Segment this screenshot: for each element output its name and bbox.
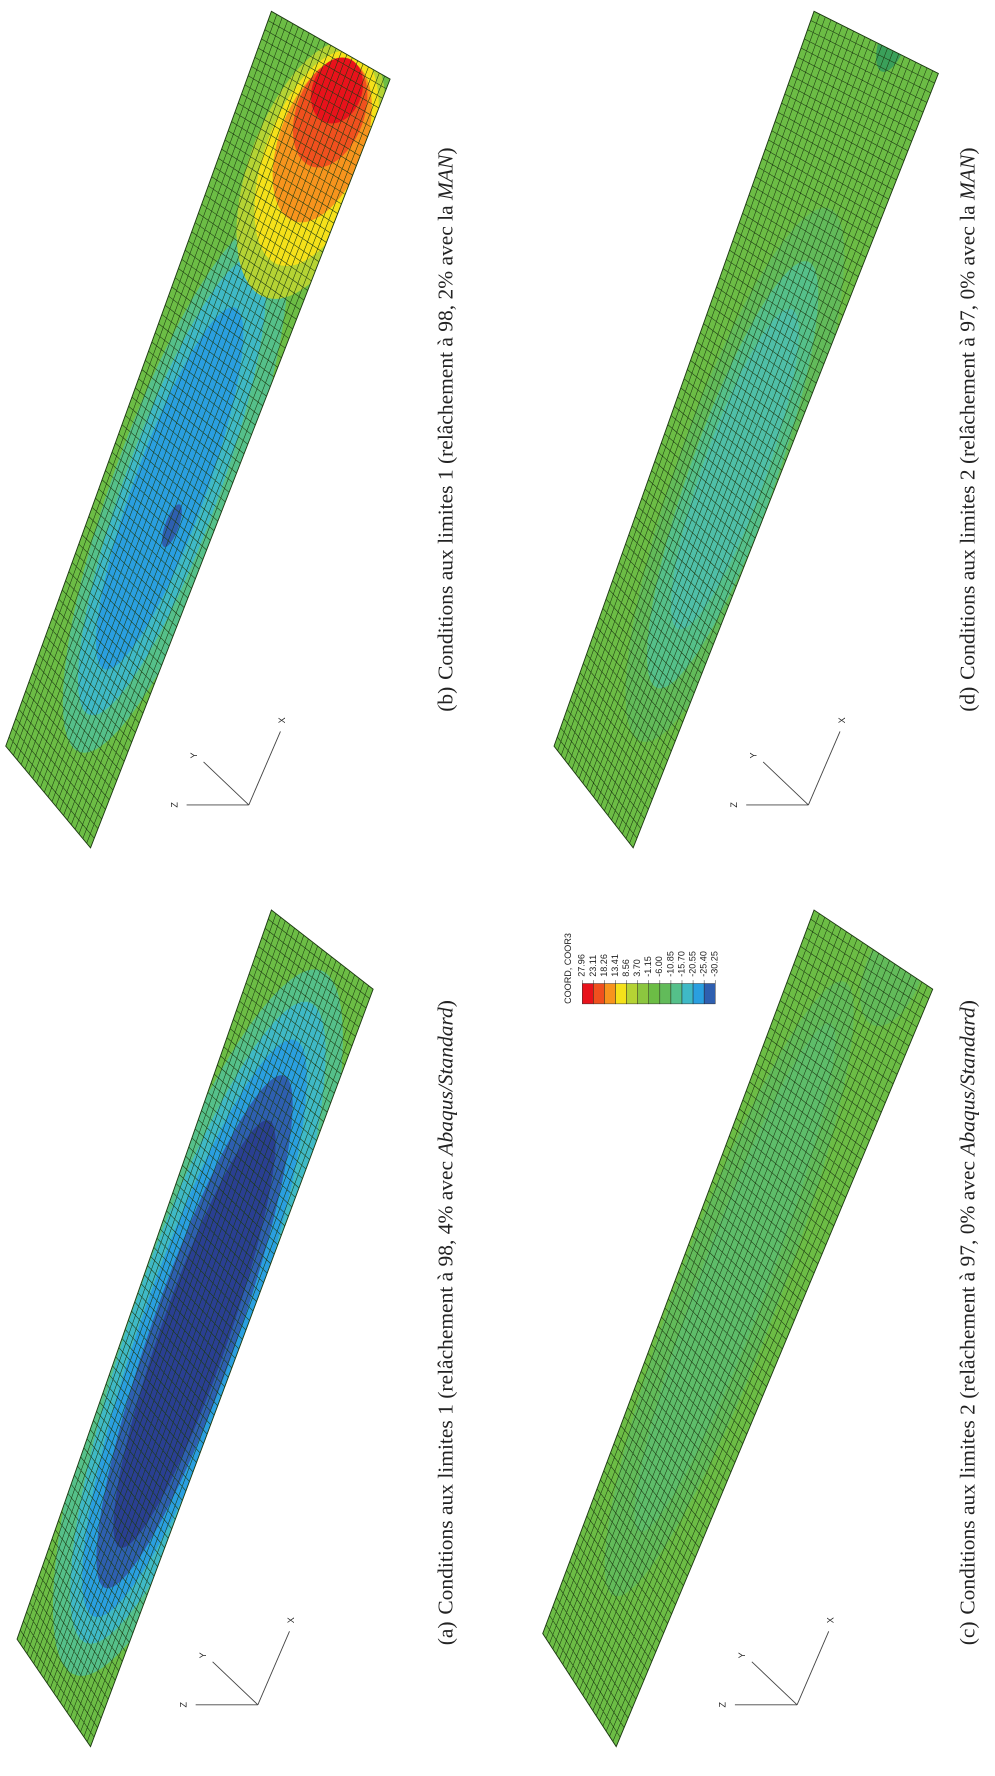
legend: COORD, COOR3 27.96 23.11 18.26 13.41 8.56 3.70… [563,933,720,1005]
caption: (a) Conditions aux limites 1 (relâchement… [433,1000,457,1645]
caption-emph: Abaqus/Standard [956,1007,980,1158]
caption-emph: MAN [956,153,980,201]
axis-label: Z [718,1702,728,1708]
caption: (d) Conditions aux limites 2 (relâchement… [956,147,980,711]
axis-line [203,761,250,806]
axis-label: Y [737,1652,747,1658]
caption-emph: Abaqus/Standard [433,1007,457,1158]
caption-emph: MAN [433,153,457,201]
caption-end: ) [956,147,980,154]
caption-label: (d) [956,687,980,712]
surface-outline [5,10,391,849]
legend-value: -25.40 [699,951,709,977]
axis-line [807,731,841,806]
legend-swatch [659,983,672,1005]
axis-label: Y [748,752,758,758]
axis-line [751,1661,798,1706]
legend-swatch [604,983,616,1005]
legend-value: -30.25 [710,951,720,977]
contour-region [310,57,364,124]
legend-swatch [593,983,605,1005]
axis-label: Z [729,802,739,808]
caption-end: ) [956,1000,980,1007]
axis-label: Y [198,1652,208,1658]
legend-title: COORD, COOR3 [563,933,573,1004]
axis-label: Y [189,752,199,758]
axis-line [257,1631,290,1705]
legend-value: 13.41 [610,954,620,977]
legend-value: -15.70 [676,951,686,977]
legend-swatch [637,983,649,1005]
caption-text: Conditions aux limites 1 (relâchement à … [433,200,457,680]
legend-swatch [615,983,627,1005]
caption-text: Conditions aux limites 1 (relâchement à … [433,1156,457,1615]
axis-line [248,731,281,806]
legend-value: 23.11 [588,955,598,977]
contour-region [161,504,182,548]
caption-end: ) [433,1000,457,1007]
caption: (b) Conditions aux limites 1 (relâchement… [433,147,457,711]
legend-value: 8.56 [621,959,631,977]
caption-label: (c) [956,1621,980,1645]
legend-swatch [681,983,694,1005]
legend-swatch [648,983,661,1005]
legend-swatch [670,983,683,1005]
legend-value: 3.70 [632,959,642,977]
axis-label: X [825,1617,835,1623]
surface-outline [542,909,934,1748]
legend-value: 18.26 [599,954,609,977]
caption-label: (b) [433,687,457,712]
legend-swatch [626,983,638,1005]
caption: (c) Conditions aux limites 2 (relâchement… [956,1000,980,1645]
caption-text: Conditions aux limites 2 (relâchement à … [956,200,980,680]
legend-swatch [703,983,716,1005]
axis-line [212,1661,259,1706]
mesh-panel [5,11,391,848]
mesh-panel [542,910,933,1747]
caption-end: ) [433,147,457,154]
legend-value: -20.55 [687,951,697,977]
legend-swatch [692,983,705,1005]
axis-line [796,1631,830,1705]
axis-line [762,761,809,806]
contour-region [634,1023,836,1532]
mesh-panel [17,910,374,1747]
axis-label: X [837,717,847,723]
legend-swatch [582,983,594,1005]
caption-text: Conditions aux limites 2 (relâchement à … [956,1156,980,1615]
legend-value: -6.00 [654,956,664,977]
legend-value: 27.96 [577,954,587,977]
legend-value: -10.85 [665,951,675,977]
axis-label: X [286,1617,296,1623]
axis-label: X [277,717,287,723]
caption-label: (a) [433,1621,457,1645]
surface-outline [553,10,939,849]
axis-label: Z [169,802,179,808]
surface-outline [16,909,374,1748]
mesh-panel [554,11,939,848]
legend-value: -1.15 [643,956,653,977]
axis-label: Z [178,1702,188,1708]
